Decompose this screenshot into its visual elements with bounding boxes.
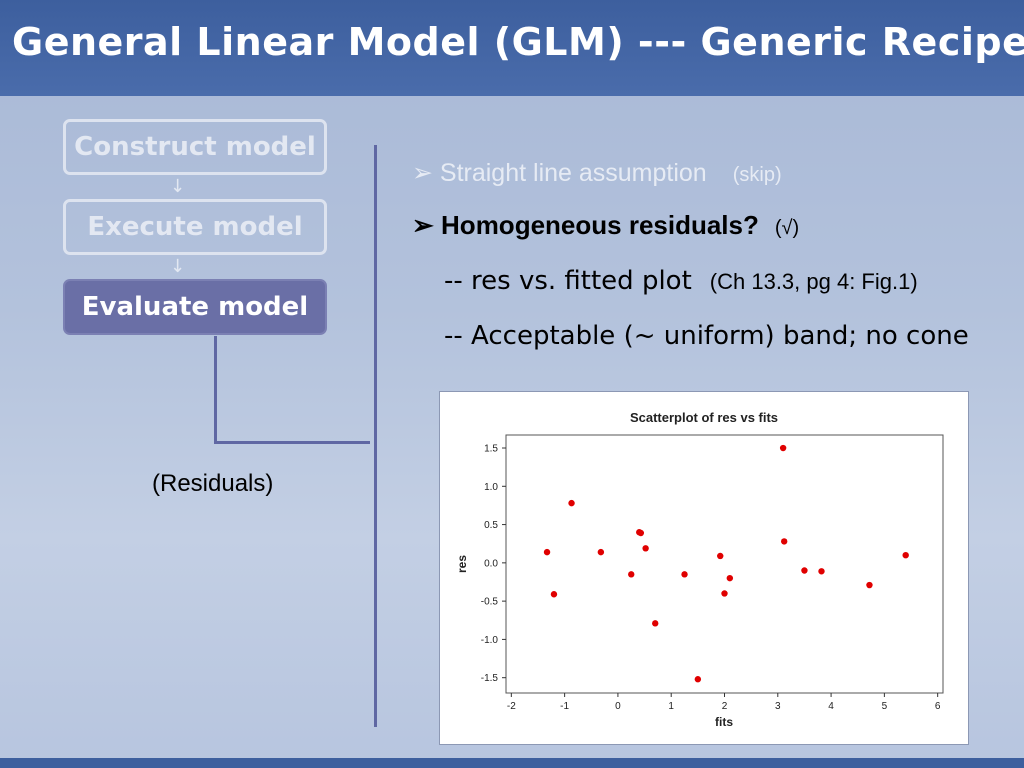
y-axis-label: res bbox=[455, 555, 469, 573]
sub-bullet-acceptable-band: -- Acceptable (~ uniform) band; no cone bbox=[444, 321, 969, 351]
y-tick-label: 0.0 bbox=[484, 558, 498, 569]
down-arrow-icon: ↓ bbox=[170, 256, 186, 277]
data-point bbox=[694, 676, 702, 683]
data-point bbox=[681, 571, 688, 578]
data-point bbox=[637, 529, 645, 537]
x-tick-label: 5 bbox=[882, 701, 888, 712]
construct-model-box: Construct model bbox=[63, 119, 327, 175]
plot-area bbox=[505, 434, 944, 694]
bullet-straight-line: ➢ Straight line assumption (skip) bbox=[412, 158, 782, 188]
data-point bbox=[543, 548, 551, 556]
slide-title: General Linear Model (GLM) --- Generic R… bbox=[12, 20, 1024, 64]
sub-text: -- res vs. fitted plot bbox=[444, 266, 692, 296]
data-point bbox=[568, 499, 575, 507]
data-point bbox=[902, 551, 909, 559]
reference-note: (Ch 13.3, pg 4: Fig.1) bbox=[709, 269, 918, 294]
y-tick-label: -1.5 bbox=[481, 673, 499, 684]
x-tick-label: 6 bbox=[935, 701, 941, 712]
x-tick-label: 1 bbox=[668, 701, 674, 712]
x-tick-label: 4 bbox=[828, 701, 834, 712]
bullet-arrow-icon: ➢ bbox=[412, 210, 434, 240]
bottom-bar bbox=[0, 758, 1024, 768]
scatterplot-chart: Scatterplot of res vs fits -2 -1 0 1 2 3 4 5 6 -1… bbox=[455, 410, 944, 729]
y-tick-label: -0.5 bbox=[481, 597, 499, 608]
sub-bullet-res-vs-fitted: -- res vs. fitted plot (Ch 13.3, pg 4: Fi… bbox=[444, 266, 918, 296]
data-point bbox=[779, 444, 787, 452]
data-point bbox=[721, 590, 728, 597]
data-point bbox=[780, 538, 788, 545]
y-tick-label: -1.0 bbox=[481, 635, 499, 646]
check-note: (√) bbox=[774, 217, 800, 239]
bullet-arrow-icon: ➢ bbox=[412, 159, 433, 187]
evaluate-model-box: Evaluate model bbox=[63, 279, 327, 335]
bullet-homogeneous: ➢ Homogeneous residuals? (√) bbox=[412, 210, 799, 241]
y-tick-label: 1.0 bbox=[484, 482, 498, 493]
data-point bbox=[597, 548, 605, 556]
data-point bbox=[717, 552, 724, 560]
divider-line bbox=[374, 145, 377, 727]
data-point bbox=[726, 574, 734, 582]
connector-horizontal bbox=[214, 441, 370, 444]
x-tick-label: 2 bbox=[722, 701, 728, 712]
bullet-text: Straight line assumption bbox=[439, 159, 707, 187]
title-bar: General Linear Model (GLM) --- Generic R… bbox=[0, 0, 1024, 96]
data-point bbox=[801, 567, 808, 574]
data-point bbox=[818, 568, 825, 575]
data-point bbox=[652, 620, 659, 627]
bullet-note: (skip) bbox=[732, 164, 782, 186]
data-point bbox=[642, 545, 649, 552]
y-tick-label: 1.5 bbox=[484, 444, 498, 455]
chart-title: Scatterplot of res vs fits bbox=[630, 410, 778, 425]
data-point bbox=[550, 591, 558, 598]
x-tick-label: 3 bbox=[775, 701, 781, 712]
bullet-text: Homogeneous residuals? bbox=[441, 210, 759, 240]
execute-model-box: Execute model bbox=[63, 199, 327, 255]
x-axis-label: fits bbox=[715, 715, 733, 729]
connector-vertical bbox=[214, 336, 217, 444]
scatterplot-panel: Scatterplot of res vs fits -2 -1 0 1 2 3 4 5 6 -1… bbox=[440, 392, 968, 744]
x-tick-label: 0 bbox=[615, 701, 621, 712]
residuals-label: (Residuals) bbox=[152, 470, 274, 497]
x-tick-label: -1 bbox=[560, 701, 569, 712]
y-tick-label: 0.5 bbox=[484, 520, 498, 531]
x-tick-label: -2 bbox=[507, 701, 516, 712]
data-point bbox=[866, 581, 873, 589]
data-point bbox=[628, 571, 635, 578]
down-arrow-icon: ↓ bbox=[170, 176, 186, 197]
